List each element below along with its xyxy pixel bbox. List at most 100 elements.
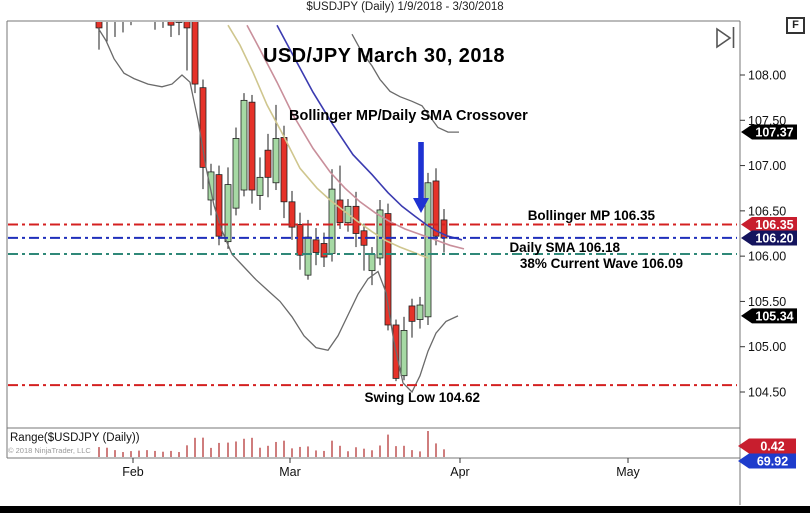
range-bar (227, 442, 229, 457)
range-bar (419, 451, 421, 457)
candle-body (424, 182, 432, 318)
bollinger-upper-band (351, 33, 459, 133)
range-bar (363, 448, 365, 457)
range-bar (170, 450, 172, 457)
level-label-3: Swing Low 104.62 (364, 390, 480, 405)
x-axis-month-label: Mar (279, 465, 301, 479)
range-bar (106, 447, 108, 457)
range-bar (371, 450, 373, 457)
ma-khaki (227, 24, 429, 259)
candle-body (240, 99, 248, 191)
level-label-0: Bollinger MP 106.35 (527, 208, 655, 223)
f-button[interactable]: F (786, 17, 805, 34)
candle-body (264, 149, 272, 178)
y-axis-label: 108.00 (748, 69, 786, 83)
range-indicator-label: Range($USDJPY (Daily)) (10, 432, 140, 444)
candle-body (167, 22, 175, 26)
y-axis-label: 106.00 (748, 250, 786, 264)
range-bar (339, 445, 341, 457)
candle-body (384, 213, 392, 326)
candle-body (400, 330, 408, 377)
candle-body (95, 22, 103, 29)
range-bar (154, 450, 156, 457)
y-axis-label: 105.00 (748, 340, 786, 354)
range-bar (331, 440, 333, 457)
range-bar (98, 447, 100, 457)
range-bar (138, 450, 140, 457)
annotation-crossover: Bollinger MP/Daily SMA Crossover (289, 108, 528, 124)
level-label-1: Daily SMA 106.18 (509, 240, 620, 255)
indicator-badge-value: 0.42 (760, 440, 784, 454)
chart-title: $USDJPY (Daily) 1/9/2018 - 3/30/2018 (306, 1, 504, 13)
range-bar (202, 437, 204, 457)
y-axis-label: 104.50 (748, 385, 786, 399)
candle-body (183, 22, 191, 29)
range-bar (315, 450, 317, 457)
candle-body (320, 243, 328, 258)
range-bar (299, 446, 301, 457)
price-badge (741, 308, 797, 324)
range-bar (291, 448, 293, 457)
candle-body (232, 137, 240, 209)
copyright-text: © 2018 NinjaTrader, LLC (8, 446, 91, 455)
step-forward-icon[interactable] (716, 27, 735, 49)
candle-body (376, 209, 384, 259)
range-bar (186, 445, 188, 457)
y-axis-label: 106.50 (748, 204, 786, 218)
price-badge (741, 124, 797, 140)
range-bar (251, 437, 253, 457)
bottom-bar (0, 506, 810, 513)
y-axis-label: 107.00 (748, 159, 786, 173)
price-badge-value: 107.37 (755, 126, 793, 140)
range-bar (323, 450, 325, 457)
indicator-badge-value: 69.92 (757, 455, 788, 469)
price-badge-value: 105.34 (755, 309, 793, 323)
candle-body (215, 174, 223, 237)
overlay-lines (97, 24, 465, 394)
bollinger-lower-band (97, 27, 459, 394)
y-axis-label: 107.50 (748, 114, 786, 128)
range-bar (411, 450, 413, 457)
indicator-badge (738, 438, 796, 454)
range-bar (178, 452, 180, 457)
range-bar (403, 445, 405, 457)
range-bar (379, 445, 381, 457)
candle-body (199, 87, 207, 168)
candle-body (368, 253, 376, 272)
range-bar (307, 446, 309, 457)
range-bar (122, 452, 124, 457)
range-bar (443, 449, 445, 457)
range-bar (283, 440, 285, 457)
candle-body (248, 101, 256, 191)
candle-body (288, 201, 296, 228)
range-bar (259, 447, 261, 457)
range-bar (243, 438, 245, 457)
candle-body (224, 184, 232, 243)
x-axis-month-label: May (616, 465, 640, 479)
range-bar (114, 450, 116, 457)
candle-body (191, 22, 199, 85)
candle-body (432, 180, 440, 237)
crossover-arrow (413, 142, 429, 213)
x-axis-month-label: Apr (450, 465, 469, 479)
candle-body (207, 171, 215, 201)
range-bar (194, 437, 196, 457)
range-indicator-bars (98, 431, 445, 457)
y-axis-label: 105.50 (748, 295, 786, 309)
candle-body (336, 199, 344, 224)
range-bar (355, 447, 357, 457)
candlestick-series (95, 22, 448, 382)
range-bar (235, 441, 237, 457)
price-badge-value: 106.20 (755, 232, 793, 246)
candle-body (328, 188, 336, 254)
range-bar (267, 445, 269, 457)
range-bar (347, 451, 349, 457)
range-bar (435, 443, 437, 457)
annotation-main-title: USD/JPY March 30, 2018 (263, 45, 505, 67)
level-label-2: 38% Current Wave 106.09 (519, 256, 683, 271)
price-badge (741, 216, 797, 232)
range-bar (146, 450, 148, 457)
range-bar (218, 442, 220, 457)
